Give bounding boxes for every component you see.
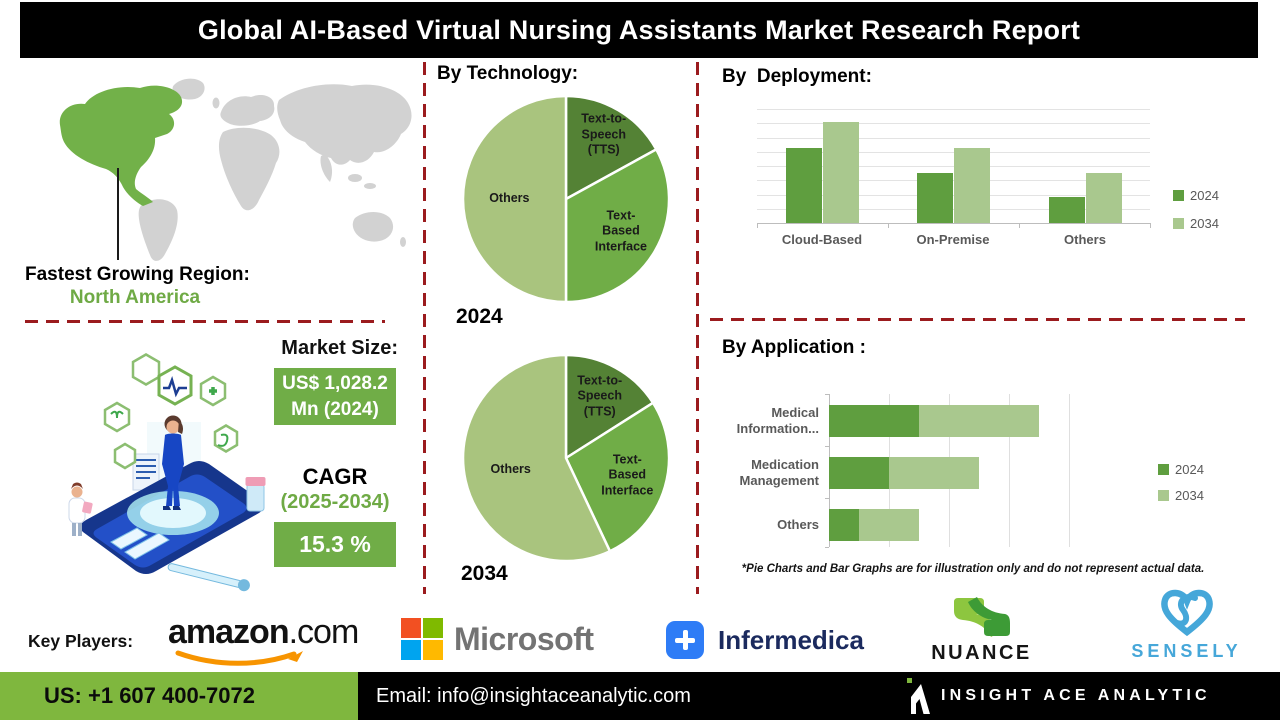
- technology-heading: By Technology:: [437, 63, 579, 84]
- fastest-growing-region-label: Fastest Growing Region:: [25, 264, 250, 285]
- sensely-wordmark: SENSELY: [1131, 641, 1242, 661]
- legend-swatch: [1173, 190, 1184, 201]
- legend-label: 2034: [1190, 216, 1219, 231]
- application-heading: By Application :: [722, 337, 866, 358]
- world-map: [59, 78, 412, 261]
- bar: [1048, 197, 1085, 223]
- category-label: Medical Information...: [736, 405, 819, 436]
- market-size-value: US$ 1,028.2 Mn (2024): [274, 368, 396, 425]
- pie-year-2034: 2034: [461, 562, 508, 585]
- nuance-swoosh-icon: [953, 597, 1010, 637]
- market-size-line1: US$ 1,028.2: [282, 372, 388, 394]
- pie-year-2024: 2024: [456, 305, 503, 328]
- legend-label: 2024: [1175, 462, 1204, 477]
- divider-horizontal-left: [25, 320, 385, 323]
- infermedica-logo: Infermedica: [666, 621, 864, 659]
- category-label: Others: [1064, 232, 1106, 247]
- cagr-label: CAGR: [302, 464, 368, 489]
- legend-swatch: [1158, 464, 1169, 475]
- legend-swatch: [1173, 218, 1184, 229]
- insightace-wordmark: INSIGHT ACE ANALYTIC: [941, 687, 1211, 704]
- microsoft-logo: Microsoft: [401, 618, 594, 660]
- legend-item: 2034: [1158, 488, 1204, 503]
- pie-slice-label: Others: [490, 462, 531, 477]
- nuance-logo: NUANCE: [924, 594, 1039, 665]
- key-players-label: Key Players:: [28, 631, 134, 651]
- infermedica-plus-icon: [666, 621, 704, 659]
- footer-bar: US: +1 607 400-7072 Email: info@insighta…: [0, 672, 1280, 720]
- amazon-wordmark: amazon: [168, 613, 290, 651]
- insightace-a-icon: [907, 678, 930, 714]
- pie-slice-label: Text-to-Speech (TTS): [581, 111, 627, 157]
- market-size-line2: Mn (2024): [291, 398, 379, 420]
- email-address: Email: info@insightaceanalytic.com: [376, 684, 691, 707]
- cagr-period: (2025-2034): [280, 491, 390, 513]
- bar: [1085, 173, 1122, 223]
- bar: [785, 147, 822, 223]
- amazon-logo: amazon.com: [168, 613, 368, 666]
- bar-segment: [829, 509, 859, 541]
- legend-swatch: [1158, 490, 1169, 501]
- footer-phone-block: US: +1 607 400-7072: [0, 672, 358, 720]
- bar: [953, 147, 990, 223]
- legend-item: 2024: [1173, 188, 1219, 203]
- pie-svg: [461, 94, 671, 304]
- bar-segment: [889, 457, 979, 489]
- amazon-smile-icon: [175, 650, 303, 666]
- divider-vertical-right: [696, 62, 699, 594]
- pie-slice-label: Text-Based Interface: [601, 452, 654, 498]
- deployment-heading: By Deployment:: [722, 66, 872, 87]
- divider-horizontal-right: [710, 318, 1245, 321]
- bar-segment: [859, 509, 919, 541]
- bar-segment: [829, 457, 889, 489]
- bar: [916, 173, 953, 223]
- bar: [822, 121, 859, 223]
- bar-segment: [829, 405, 919, 437]
- market-size-heading: Market Size:: [281, 337, 398, 359]
- category-label: Cloud-Based: [781, 232, 863, 247]
- microsoft-wordmark: Microsoft: [454, 620, 594, 657]
- microsoft-squares-icon: [401, 618, 443, 660]
- divider-vertical-left: [423, 62, 426, 594]
- category-label: Medication Management: [739, 457, 819, 488]
- insightace-logo: INSIGHT ACE ANALYTIC: [905, 672, 1211, 720]
- pie-slice-label: Text-Based Interface: [594, 208, 648, 254]
- category-label: On-Premise: [916, 232, 990, 247]
- north-america-region: [59, 85, 183, 206]
- infermedica-wordmark: Infermedica: [718, 624, 864, 655]
- pie-svg: [461, 353, 671, 563]
- title-bar: Global AI-Based Virtual Nursing Assistan…: [20, 2, 1258, 58]
- legend-item: 2034: [1173, 216, 1219, 231]
- page-title: Global AI-Based Virtual Nursing Assistan…: [197, 14, 1081, 45]
- sensely-logo: SENSELY: [1124, 586, 1249, 662]
- category-label: Others: [777, 517, 819, 533]
- map-pointer-line: [117, 168, 119, 260]
- fastest-growing-region-value: North America: [69, 287, 201, 308]
- pie-slice-label: Text-to- Speech (TTS): [577, 373, 623, 419]
- bar-segment: [919, 405, 1039, 437]
- technology-pie-2024: Text-to-Speech (TTS) Text-Based Interface…: [461, 94, 671, 304]
- application-chart: Medical Information... Medication Managem…: [737, 392, 1254, 557]
- nurse-hologram-illustration: [68, 353, 266, 592]
- legend-item: 2024: [1158, 462, 1204, 477]
- amazon-suffix: .com: [288, 613, 360, 651]
- sensely-heart-icon: [1160, 589, 1213, 637]
- phone-number: US: +1 607 400-7072: [44, 683, 255, 708]
- legend-label: 2034: [1175, 488, 1204, 503]
- legend-label: 2024: [1190, 188, 1219, 203]
- technology-pie-2034: Text-to- Speech (TTS) Text-Based Interfac…: [461, 353, 671, 563]
- deployment-chart: Cloud-Based On-Premise Others 2024 2034: [742, 100, 1254, 265]
- chart-footnote: *Pie Charts and Bar Graphs are for illus…: [741, 563, 1205, 575]
- cagr-value: 15.3 %: [274, 522, 396, 567]
- pie-slice-label: Others: [489, 191, 530, 206]
- nuance-wordmark: NUANCE: [931, 642, 1032, 664]
